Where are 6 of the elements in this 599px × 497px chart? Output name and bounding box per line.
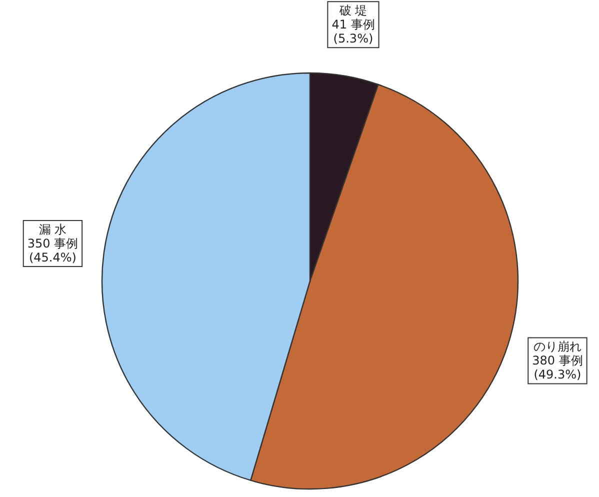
data-label: 380 事例 (49.3%)	[532, 354, 583, 382]
data-label: 350 事例 (45.4%)	[27, 236, 78, 265]
slice-label: 破 堤	[338, 4, 368, 18]
data-label: 41 事例 (5.3%)	[332, 18, 375, 46]
slice-label: 漏 水	[38, 222, 67, 237]
slice-label: のり崩れ	[533, 340, 582, 354]
